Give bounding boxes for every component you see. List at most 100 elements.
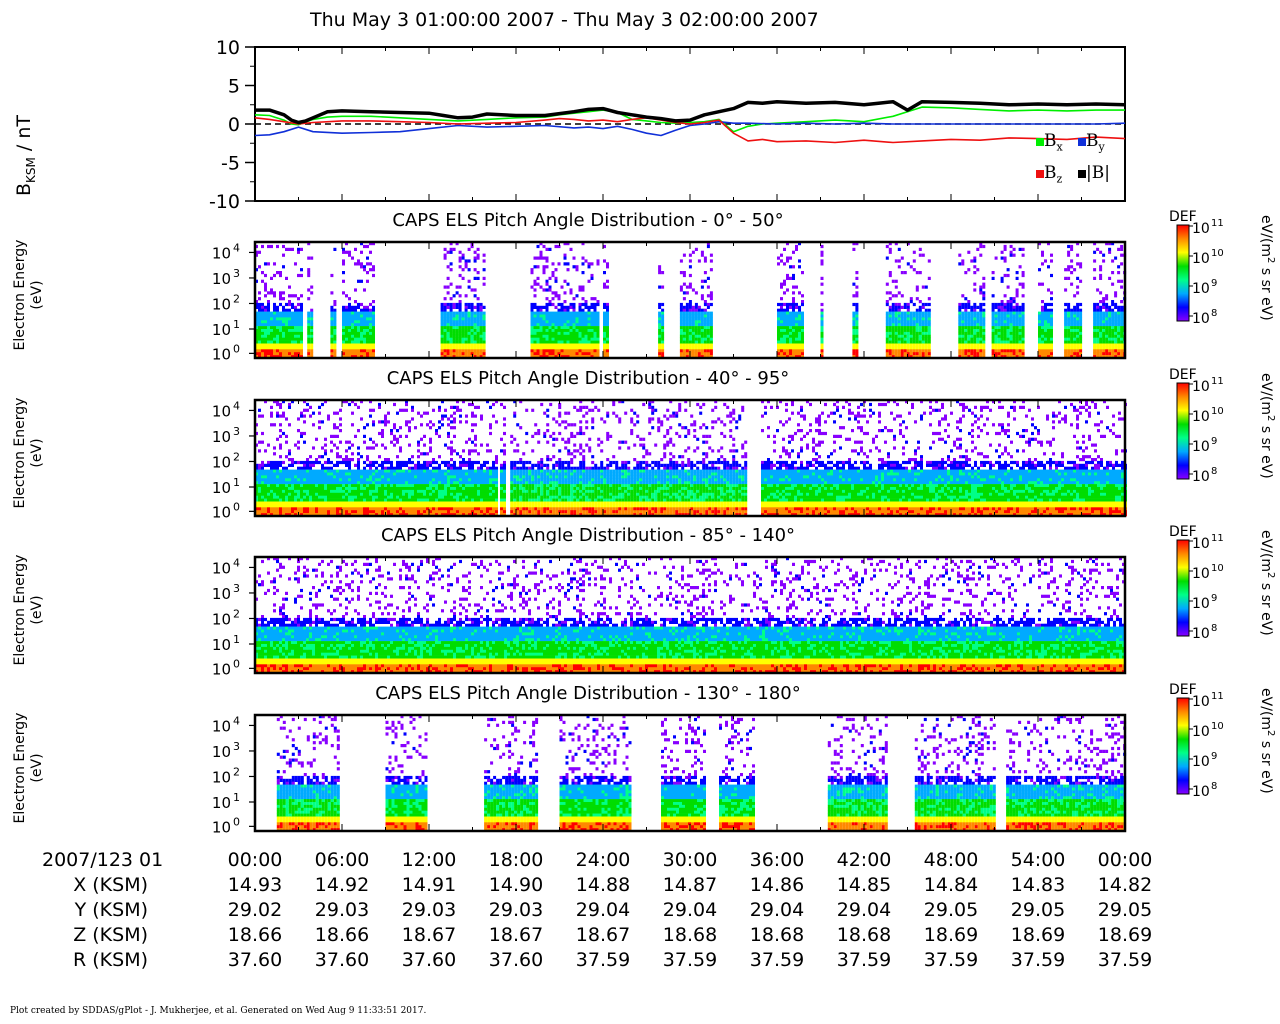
- spectrogram-cell: [473, 334, 477, 338]
- spectrogram-cell: [697, 311, 701, 315]
- spectrogram-cell: [432, 498, 435, 502]
- spectrogram-cell: [1009, 314, 1013, 318]
- spectrogram-cell: [1120, 329, 1124, 333]
- spectrogram-cell: [927, 276, 931, 280]
- spectrogram-cell: [476, 256, 480, 260]
- spectrogram-cell: [273, 495, 276, 499]
- spectrogram-cell: [354, 305, 357, 309]
- spectrogram-cell: [255, 244, 258, 249]
- spectrogram-cell: [375, 460, 378, 465]
- spectrogram-cell: [915, 326, 919, 330]
- spectrogram-cell: [1102, 331, 1106, 336]
- spectrogram-cell: [455, 314, 459, 318]
- spectrogram-cell: [354, 340, 357, 344]
- spectrogram-cell: [581, 323, 585, 327]
- spectrogram-cell: [282, 501, 285, 505]
- spectrogram-cell: [997, 308, 1001, 312]
- spectrogram-cell: [270, 340, 273, 344]
- spectrogram-cell: [440, 352, 444, 356]
- spectrogram-cell: [476, 340, 480, 344]
- spectrogram-cell: [1050, 349, 1053, 353]
- mag-legend: Bx By Bz |B|: [1036, 131, 1126, 191]
- spectrogram-cell: [661, 340, 665, 344]
- spectrogram-cell: [539, 346, 543, 350]
- spectrogram-cell: [545, 317, 549, 321]
- spectrogram-cell: [918, 343, 922, 347]
- spectrogram-cell: [360, 455, 363, 459]
- spectrogram-cell: [1076, 331, 1080, 336]
- spectrogram-cell: [581, 314, 585, 318]
- spectrogram-cell: [443, 297, 447, 301]
- spectrogram-cell: [855, 334, 859, 338]
- spectrogram-ytick-label: 10: [212, 295, 231, 313]
- spectrogram-cell: [318, 478, 321, 482]
- spectrogram-cell: [467, 337, 471, 341]
- spectrogram-cell: [306, 510, 309, 514]
- spectrogram-cell: [369, 320, 372, 324]
- spectrogram-cell: [440, 317, 444, 321]
- spectrogram-cell: [891, 346, 895, 350]
- spectrogram-cell: [399, 469, 402, 473]
- spectrogram-cell: [906, 331, 910, 336]
- spectrogram-cell: [321, 420, 324, 424]
- spectrogram-cell: [982, 352, 986, 356]
- spectrogram-cell: [688, 331, 692, 336]
- spectrogram-cell: [258, 320, 261, 324]
- spectrogram-cell: [1015, 349, 1019, 353]
- spectrogram-cell: [307, 337, 311, 341]
- spectrogram-cell: [852, 355, 856, 359]
- spectrogram-cell: [912, 317, 916, 321]
- spectrogram-cell: [1038, 311, 1041, 315]
- spectrogram-cell: [482, 343, 486, 347]
- spectrogram-cell: [563, 300, 567, 304]
- spectrogram-cell: [700, 326, 704, 330]
- spectrogram-cell: [1018, 305, 1022, 309]
- spectrogram-cell: [276, 510, 279, 514]
- spectrogram-cell: [378, 507, 381, 511]
- spectrogram-cell: [294, 355, 297, 359]
- spectrogram-cell: [1114, 340, 1118, 344]
- spectrogram-cell: [300, 273, 303, 278]
- spectrogram-cell: [685, 311, 689, 315]
- spectrogram-cell: [348, 320, 351, 324]
- spectrogram-cell: [369, 489, 372, 494]
- spectrogram-cell: [900, 329, 904, 333]
- spectrogram-cell: [584, 355, 588, 359]
- spectrogram-cell: [560, 323, 564, 327]
- spectrogram-cell: [258, 297, 261, 301]
- spectrogram-cell: [551, 352, 555, 356]
- spectrogram-cell: [964, 343, 968, 347]
- spectrogram-cell: [921, 340, 925, 344]
- spectrogram-cell: [441, 475, 444, 479]
- spectrogram-cell: [789, 302, 792, 307]
- spectrogram-cell: [473, 329, 477, 333]
- spectrogram-cell: [783, 343, 786, 347]
- spectrogram-cell: [348, 487, 351, 491]
- spectrogram-cell: [297, 510, 300, 514]
- spectrogram-cell: [297, 308, 300, 312]
- spectrogram-cell: [1038, 355, 1041, 359]
- spectrogram-cell: [991, 343, 995, 347]
- spectrogram-cell: [795, 340, 798, 344]
- spectrogram-cell: [1079, 334, 1083, 338]
- spectrogram-cell: [1006, 320, 1010, 324]
- spectrogram-cell: [360, 302, 363, 307]
- spectrogram-cell: [270, 314, 273, 318]
- spectrogram-cell: [530, 314, 534, 318]
- spectrogram-cell: [1105, 323, 1109, 327]
- spectrogram-cell: [270, 475, 273, 479]
- spectrogram-cell: [536, 323, 540, 327]
- spectrogram-cell: [795, 326, 798, 330]
- spectrogram-cell: [894, 329, 898, 333]
- spectrogram-cell: [327, 466, 330, 470]
- spectrogram-cell: [1003, 247, 1007, 251]
- spectrogram-cell: [405, 434, 408, 438]
- spectrogram-cell: [906, 262, 910, 266]
- spectrogram-cell: [444, 408, 447, 412]
- spectrogram-cell: [312, 489, 315, 494]
- spectrogram-cell: [557, 323, 561, 327]
- spectrogram-cell: [703, 329, 707, 333]
- spectrogram-cell: [685, 352, 689, 356]
- spectrogram-cell: [584, 329, 588, 333]
- spectrogram-cell: [551, 355, 555, 359]
